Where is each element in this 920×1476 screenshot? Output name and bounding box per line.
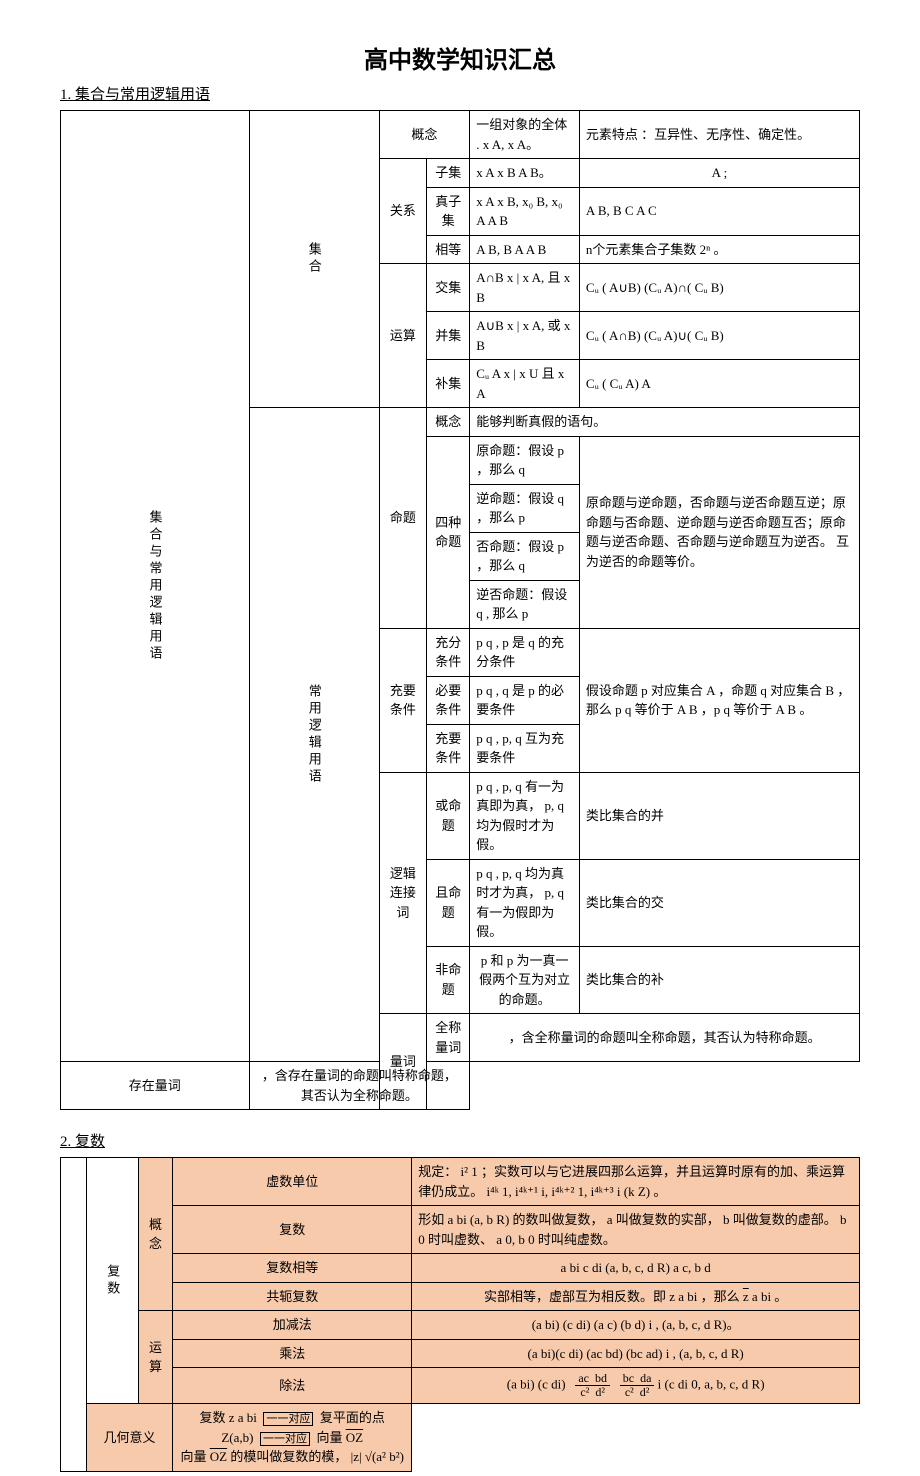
cell-conj: 实部相等，虚部互为相反数。即 z a bi ，那么 z a bi 。 — [412, 1282, 860, 1311]
cell: 类比集合的补 — [579, 946, 859, 1014]
table-complex: 复数 概念 虚数单位 规定： i² 1 ；实数可以与它进展四那么运算，并且运算时… — [60, 1157, 860, 1472]
cell: 概念 — [379, 111, 470, 159]
vlabel-complex-blank — [61, 1158, 87, 1472]
cell: 类比集合的并 — [579, 772, 859, 859]
cell: 逆命题：假设 q ，那么 p — [470, 484, 580, 532]
cell: 全称量词 — [427, 1014, 470, 1062]
cell: n个元素集合子集数 2ⁿ 。 — [579, 235, 859, 264]
cell: 运算 — [139, 1311, 173, 1404]
cell: 关系 — [379, 159, 427, 264]
cell: 充要条件 — [427, 724, 470, 772]
cell: p q , p, q 有一为真即为真， p, q 均为假时才为假。 — [470, 772, 580, 859]
cell: 加减法 — [173, 1311, 412, 1340]
vlabel-complex: 复数 — [87, 1158, 139, 1404]
cell-geo: 复数 z a bi 一一对应 复平面的点 Z(a,b) 一一对应 向量 OZ 向… — [173, 1404, 412, 1472]
section-1-heading: 1. 集合与常用逻辑用语 — [60, 83, 860, 104]
cell: A B, B C A C — [579, 187, 859, 235]
vlabel-set: 集合 — [249, 111, 379, 408]
cell: (a bi) (c di) (a c) (b d) i , (a, b, c, … — [412, 1311, 860, 1340]
cell: 交集 — [427, 264, 470, 312]
cell: A∩B x | x A, 且 x B — [470, 264, 580, 312]
cell: A B, B A A B — [470, 235, 580, 264]
cell: 必要条件 — [427, 676, 470, 724]
cell: 相等 — [427, 235, 470, 264]
vlabel-logic: 常用逻辑用语 — [249, 408, 379, 1062]
cell: 运算 — [379, 264, 427, 408]
cell: 虚数单位 — [173, 1158, 412, 1206]
cell: a bi c di (a, b, c, d R) a c, b d — [412, 1254, 860, 1283]
cell: 充要条件 — [379, 628, 427, 772]
cell: Cᵤ A x | x U 且 x A — [470, 360, 580, 408]
cell: 几何意义 — [87, 1404, 173, 1472]
section-2-heading: 2. 复数 — [60, 1130, 860, 1151]
cell: 四种命题 — [427, 436, 470, 628]
cell: x A x B, x₀ B, x₀ A A B — [470, 187, 580, 235]
cell: 存在量词 — [61, 1062, 250, 1110]
cell: A ; — [579, 159, 859, 188]
cell: p q , q 是 p 的必要条件 — [470, 676, 580, 724]
cell: x A x B A B。 — [470, 159, 580, 188]
cell: p q , p, q 互为充要条件 — [470, 724, 580, 772]
cell: 原命题：假设 p ，那么 q — [470, 436, 580, 484]
cell: ，含存在量词的命题叫特称命题，其否认为全称命题。 — [249, 1062, 470, 1110]
cell: 除法 — [173, 1368, 412, 1404]
cell: (a bi)(c di) (ac bd) (bc ad) i , (a, b, … — [412, 1339, 860, 1368]
cell: 复数相等 — [173, 1254, 412, 1283]
cell: 形如 a bi (a, b R) 的数叫做复数， a 叫做复数的实部， b 叫做… — [412, 1206, 860, 1254]
cell: 共轭复数 — [173, 1282, 412, 1311]
cell: 原命题与逆命题，否命题与逆否命题互逆；原命题与否命题、逆命题与逆否命题互否；原命… — [579, 436, 859, 628]
cell-division: (a bi) (c di) ac bdc² d² bc dac² d² i (c… — [412, 1368, 860, 1404]
cell: 并集 — [427, 312, 470, 360]
cell: p q , p, q 均为真时才为真， p, q 有一为假即为假。 — [470, 859, 580, 946]
cell: 元素特点 ：互异性、无序性、确定性。 — [579, 111, 859, 159]
cell: 能够判断真假的语句。 — [470, 408, 860, 437]
cell: Cᵤ ( A∪B) (Cᵤ A)∩( Cᵤ B) — [579, 264, 859, 312]
cell: 规定： i² 1 ；实数可以与它进展四那么运算，并且运算时原有的加、乘运算律仍成… — [412, 1158, 860, 1206]
cell: A∪B x | x A, 或 x B — [470, 312, 580, 360]
cell: Cᵤ ( A∩B) (Cᵤ A)∪( Cᵤ B) — [579, 312, 859, 360]
cell: Cᵤ ( Cᵤ A) A — [579, 360, 859, 408]
cell: p q , p 是 q 的充分条件 — [470, 628, 580, 676]
page-title: 高中数学知识汇总 — [60, 40, 860, 75]
cell: 逆否命题：假设 q , 那么 p — [470, 580, 580, 628]
cell: 且命题 — [427, 859, 470, 946]
cell: 否命题：假设 p ，那么 q — [470, 532, 580, 580]
cell: 逻辑连接词 — [379, 772, 427, 1014]
cell: 子集 — [427, 159, 470, 188]
cell: p 和 p 为一真一假两个互为对立的命题。 — [470, 946, 580, 1014]
cell: 乘法 — [173, 1339, 412, 1368]
cell: 复数 — [173, 1206, 412, 1254]
cell: ，含全称量词的命题叫全称命题，其否认为特称命题。 — [470, 1014, 860, 1062]
cell: 一组对象的全体 . x A, x A。 — [470, 111, 580, 159]
table-sets-logic: 集合与常用逻辑用语 集合 概念 一组对象的全体 . x A, x A。 元素特点… — [60, 110, 860, 1110]
cell: 补集 — [427, 360, 470, 408]
cell: 充分条件 — [427, 628, 470, 676]
cell: 命题 — [379, 408, 427, 629]
cell: 非命题 — [427, 946, 470, 1014]
cell: 真子集 — [427, 187, 470, 235]
cell: 类比集合的交 — [579, 859, 859, 946]
cell: 概念 — [139, 1158, 173, 1311]
vlabel-main-1: 集合与常用逻辑用语 — [61, 111, 250, 1062]
cell: 假设命题 p 对应集合 A ，命题 q 对应集合 B ，那么 p q 等价于 A… — [579, 628, 859, 772]
cell: 或命题 — [427, 772, 470, 859]
cell: 概念 — [427, 408, 470, 437]
